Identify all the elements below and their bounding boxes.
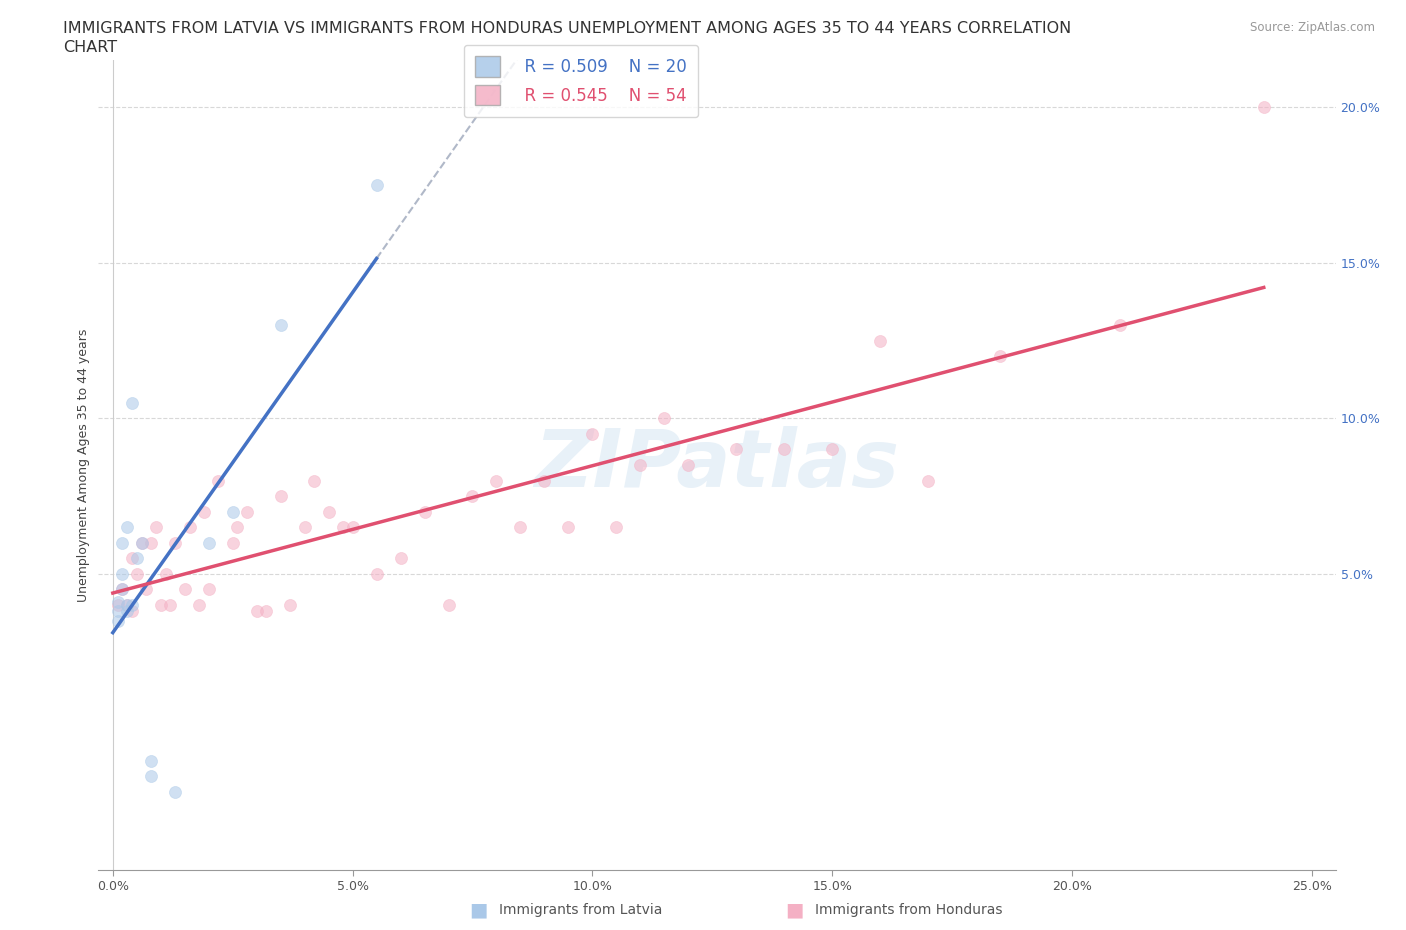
Point [188,598,211,613]
Point [135,582,157,597]
Point [461,488,484,503]
Point [725,442,748,457]
Point [652,411,675,426]
Point [141,536,163,551]
Point [222,536,245,551]
Text: Immigrants from Latvia: Immigrants from Latvia [499,902,662,917]
Point [121,395,143,410]
Point [318,504,340,519]
Point [125,551,148,565]
Point [165,536,187,551]
Point [821,442,844,457]
Point [111,582,134,597]
Point [773,442,796,457]
Point [1109,317,1132,332]
Text: Source: ZipAtlas.com: Source: ZipAtlas.com [1250,21,1375,34]
Point [107,594,129,609]
Point [1253,100,1275,114]
Point [509,520,531,535]
Point [107,604,129,618]
Point [222,504,245,519]
Point [485,473,508,488]
Point [121,598,143,613]
Point [107,598,129,613]
Point [366,178,388,193]
Point [155,566,177,581]
Point [165,784,187,799]
Point [131,536,153,551]
Point [437,598,460,613]
Text: ■: ■ [785,900,804,919]
Point [145,520,167,535]
Point [121,604,143,618]
Point [294,520,316,535]
Point [366,566,388,581]
Point [988,349,1011,364]
Text: CHART: CHART [63,40,117,55]
Point [131,536,153,551]
Point [270,488,292,503]
Point [179,520,201,535]
Point [149,598,172,613]
Text: ZIPatlas: ZIPatlas [534,426,900,504]
Point [115,520,138,535]
Point [207,473,229,488]
Point [125,566,148,581]
Text: ■: ■ [468,900,488,919]
Point [226,520,249,535]
Y-axis label: Unemployment Among Ages 35 to 44 years: Unemployment Among Ages 35 to 44 years [77,328,90,602]
Point [413,504,436,519]
Point [197,536,219,551]
Point [141,769,163,784]
Text: IMMIGRANTS FROM LATVIA VS IMMIGRANTS FROM HONDURAS UNEMPLOYMENT AMONG AGES 35 TO: IMMIGRANTS FROM LATVIA VS IMMIGRANTS FRO… [63,21,1071,36]
Point [141,753,163,768]
Point [246,604,269,618]
Point [111,536,134,551]
Point [270,317,292,332]
Point [332,520,354,535]
Point [115,598,138,613]
Point [111,566,134,581]
Point [557,520,579,535]
Point [302,473,325,488]
Point [111,582,134,597]
Point [173,582,195,597]
Point [581,427,603,442]
Point [678,458,700,472]
Point [869,333,891,348]
Point [342,520,364,535]
Point [389,551,412,565]
Point [193,504,215,519]
Point [107,613,129,628]
Point [254,604,277,618]
Point [115,604,138,618]
Point [533,473,555,488]
Point [628,458,651,472]
Text: Immigrants from Honduras: Immigrants from Honduras [815,902,1002,917]
Point [605,520,627,535]
Point [236,504,259,519]
Point [917,473,939,488]
Legend:   R = 0.509    N = 20,   R = 0.545    N = 54: R = 0.509 N = 20, R = 0.545 N = 54 [464,45,699,117]
Point [278,598,301,613]
Point [159,598,181,613]
Point [115,598,138,613]
Point [197,582,219,597]
Point [121,551,143,565]
